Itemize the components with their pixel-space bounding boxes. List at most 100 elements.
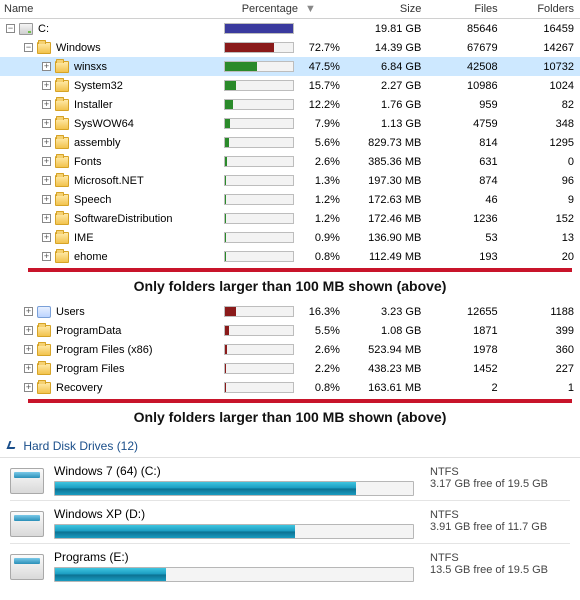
item-name: assembly: [74, 137, 120, 149]
table-row[interactable]: +SoftwareDistribution1.2%172.46 MB123615…: [0, 209, 580, 228]
expand-button[interactable]: +: [42, 62, 51, 71]
item-name: ProgramData: [56, 325, 121, 337]
item-name: System32: [74, 80, 123, 92]
folder-icon: [55, 61, 69, 73]
expand-button[interactable]: +: [42, 119, 51, 128]
size-value: 523.94 MB: [346, 340, 427, 359]
table-row[interactable]: +Installer12.2%1.76 GB95982: [0, 95, 580, 114]
folders-value: 360: [504, 340, 580, 359]
percentage-bar: [224, 306, 294, 317]
folders-value: 1024: [504, 76, 580, 95]
percentage-bar: [224, 137, 294, 148]
table-row[interactable]: +SysWOW647.9%1.13 GB4759348: [0, 114, 580, 133]
drive-item[interactable]: Windows XP (D:)NTFS3.91 GB free of 11.7 …: [0, 501, 580, 539]
item-name: SoftwareDistribution: [74, 213, 172, 225]
item-name: Program Files: [56, 363, 124, 375]
drive-title: Windows 7 (64) (C:): [54, 464, 420, 478]
percentage-bar: [224, 23, 294, 34]
table-row[interactable]: +Program Files2.2%438.23 MB1452227: [0, 359, 580, 378]
percentage-value: 0.8%: [300, 251, 340, 263]
folders-value: 96: [504, 171, 580, 190]
folder-icon: [55, 251, 69, 263]
drive-filesystem: NTFS: [430, 509, 570, 521]
collapse-button[interactable]: −: [24, 43, 33, 52]
folder-icon: [55, 213, 69, 225]
expand-button[interactable]: +: [24, 383, 33, 392]
drive-icon: [19, 23, 33, 35]
drive-title: Windows XP (D:): [54, 507, 420, 521]
table-row[interactable]: +Microsoft.NET1.3%197.30 MB87496: [0, 171, 580, 190]
folders-value: 14267: [504, 38, 580, 57]
table-row[interactable]: −C:19.81 GB8564616459: [0, 19, 580, 39]
files-value: 631: [427, 152, 503, 171]
percentage-value: 2.6%: [300, 156, 340, 168]
size-value: 1.13 GB: [346, 114, 427, 133]
percentage-value: 1.2%: [300, 213, 340, 225]
drives-section-header[interactable]: Hard Disk Drives (12): [0, 433, 580, 458]
expand-button[interactable]: +: [24, 326, 33, 335]
drive-item[interactable]: Windows 7 (64) (C:) NTFS3.17 GB free of 1…: [0, 458, 580, 496]
table-row[interactable]: +ProgramData5.5%1.08 GB1871399: [0, 321, 580, 340]
folder-icon: [55, 175, 69, 187]
expand-button[interactable]: +: [42, 176, 51, 185]
percentage-value: 0.8%: [300, 382, 340, 394]
expand-button[interactable]: +: [42, 138, 51, 147]
size-value: 136.90 MB: [346, 228, 427, 247]
expand-button[interactable]: +: [42, 81, 51, 90]
table-row[interactable]: −Windows72.7%14.39 GB6767914267: [0, 38, 580, 57]
expand-button[interactable]: +: [42, 233, 51, 242]
size-value: 438.23 MB: [346, 359, 427, 378]
expand-button[interactable]: +: [42, 100, 51, 109]
item-name: Users: [56, 306, 85, 318]
expand-button[interactable]: +: [24, 345, 33, 354]
files-value: 53: [427, 228, 503, 247]
item-name: C:: [38, 23, 49, 35]
table-row[interactable]: +Users16.3%3.23 GB126551188: [0, 302, 580, 321]
folders-value: 20: [504, 247, 580, 266]
expand-button[interactable]: +: [42, 252, 51, 261]
table-row[interactable]: +Speech1.2%172.63 MB469: [0, 190, 580, 209]
drive-title: Programs (E:): [54, 550, 420, 564]
col-folders-header[interactable]: Folders: [504, 0, 580, 19]
hard-drive-icon: [10, 468, 44, 494]
folder-icon: [55, 137, 69, 149]
table-row[interactable]: +assembly5.6%829.73 MB8141295: [0, 133, 580, 152]
table-row[interactable]: +ehome0.8%112.49 MB19320: [0, 247, 580, 266]
expand-button[interactable]: +: [42, 157, 51, 166]
expand-button[interactable]: +: [42, 195, 51, 204]
col-files-header[interactable]: Files: [427, 0, 503, 19]
size-value: 172.46 MB: [346, 209, 427, 228]
expand-button[interactable]: +: [42, 214, 51, 223]
folder-icon: [37, 382, 51, 394]
percentage-bar: [224, 194, 294, 205]
col-name-header[interactable]: Name: [0, 0, 214, 19]
folders-value: 399: [504, 321, 580, 340]
col-size-header[interactable]: Size: [346, 0, 427, 19]
drive-item[interactable]: Programs (E:)NTFS13.5 GB free of 19.5 GB: [0, 544, 580, 582]
percentage-value: 0.9%: [300, 232, 340, 244]
percentage-bar: [224, 363, 294, 374]
table-row[interactable]: +Fonts2.6%385.36 MB6310: [0, 152, 580, 171]
drive-filesystem: NTFS: [430, 466, 570, 478]
table-row[interactable]: +winsxs47.5%6.84 GB4250810732: [0, 57, 580, 76]
item-name: Program Files (x86): [56, 344, 153, 356]
folders-value: 82: [504, 95, 580, 114]
table-row[interactable]: +IME0.9%136.90 MB5313: [0, 228, 580, 247]
size-value: 829.73 MB: [346, 133, 427, 152]
drive-free-space: 13.5 GB free of 19.5 GB: [430, 564, 570, 576]
item-name: Speech: [74, 194, 111, 206]
expand-button[interactable]: +: [24, 307, 33, 316]
expand-button[interactable]: +: [24, 364, 33, 373]
collapse-button[interactable]: −: [6, 24, 15, 33]
hard-drive-icon: [10, 511, 44, 537]
drive-free-space: 3.17 GB free of 19.5 GB: [430, 478, 570, 490]
table-row[interactable]: +Program Files (x86)2.6%523.94 MB1978360: [0, 340, 580, 359]
table-row[interactable]: +System3215.7%2.27 GB109861024: [0, 76, 580, 95]
table-row[interactable]: +Recovery0.8%163.61 MB21: [0, 378, 580, 397]
files-value: 1452: [427, 359, 503, 378]
size-value: 112.49 MB: [346, 247, 427, 266]
folder-icon: [37, 42, 51, 54]
col-percentage-header[interactable]: Percentage ▼: [214, 0, 346, 19]
drives-header-label: Hard Disk Drives (12): [23, 439, 138, 453]
files-value: 193: [427, 247, 503, 266]
